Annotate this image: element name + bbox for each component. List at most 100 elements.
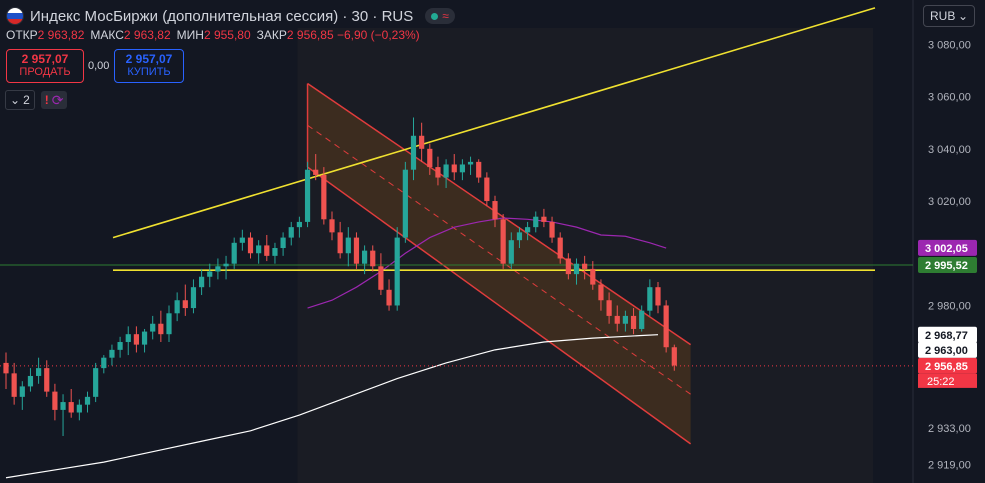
candle-body: [288, 227, 294, 238]
sell-label: ПРОДАТЬ: [19, 66, 71, 78]
candle-body: [117, 342, 123, 350]
candle-body: [133, 334, 139, 345]
y-tick-label: 2 919,00: [928, 460, 971, 472]
candle-body: [467, 161, 474, 165]
candle-body: [557, 237, 563, 259]
candle-body: [533, 216, 539, 228]
candle-body: [11, 373, 17, 397]
candle-body: [256, 245, 262, 254]
y-tick-label: 3 020,00: [928, 196, 971, 208]
candle-body: [419, 135, 425, 149]
high-label: МАКС: [90, 28, 124, 42]
candle-body: [647, 287, 653, 311]
price-label-bg: [918, 256, 977, 273]
candle-body: [84, 396, 91, 405]
y-tick-label: 2 933,00: [928, 423, 971, 435]
y-tick-label: 2 980,00: [928, 300, 971, 312]
candle-body: [93, 368, 99, 397]
candle-body: [272, 248, 278, 256]
candle-body: [247, 237, 254, 254]
low-value: 2 955,80: [203, 28, 251, 42]
candle-body: [239, 237, 245, 243]
candle-body: [402, 169, 408, 238]
low-label: МИН: [176, 28, 204, 42]
candle-body: [264, 245, 270, 256]
candle-body: [174, 300, 180, 314]
candle-body: [476, 161, 482, 178]
candle-body: [370, 250, 376, 267]
sell-button[interactable]: 2 957,07 ПРОДАТЬ: [6, 49, 84, 83]
candle-body: [451, 164, 457, 173]
candle-body: [313, 169, 319, 175]
candle-body: [190, 287, 197, 309]
symbol-title[interactable]: Индекс МосБиржи (дополнительная сессия) …: [30, 7, 414, 25]
price-label-bg: [918, 326, 977, 343]
candle-body: [125, 334, 131, 343]
candle-body: [386, 289, 392, 306]
indicator-count: 2: [23, 93, 30, 107]
candle-body: [166, 313, 172, 335]
candle-body: [280, 237, 286, 249]
candle-body: [582, 263, 588, 269]
candle-body: [223, 263, 229, 267]
price-label-bg: [918, 357, 977, 374]
candle-body: [19, 386, 25, 397]
candle-body: [321, 174, 327, 220]
trendline-upper: [112, 7, 876, 239]
price-label: 2 956,85: [925, 361, 968, 373]
candle-body: [199, 276, 205, 288]
candle-body: [52, 391, 58, 410]
candle-body: [639, 310, 645, 329]
candle-body: [427, 148, 433, 168]
candle-body: [296, 221, 302, 228]
candle-body: [435, 167, 441, 178]
indicator-status[interactable]: ! ⟳: [40, 91, 68, 109]
candle-body: [182, 300, 188, 309]
indicators-toggle[interactable]: ⌄ 2: [5, 90, 35, 110]
candle-body: [622, 315, 628, 324]
candle-body: [606, 300, 612, 316]
candle-body: [663, 305, 669, 348]
candle-body: [508, 240, 514, 264]
close-label: ЗАКР: [256, 28, 287, 42]
candle-body: [614, 315, 620, 324]
candle-body: [44, 368, 50, 392]
buy-button[interactable]: 2 957,07 КУПИТЬ: [114, 49, 184, 83]
candle-body: [3, 362, 9, 374]
moving-average-purple: [307, 217, 667, 309]
candle-body: [541, 216, 547, 222]
candle-body: [36, 368, 42, 376]
buy-price: 2 957,07: [125, 52, 173, 66]
channel-mid-line: [307, 124, 691, 395]
candle-body: [101, 357, 107, 369]
market-open-icon: [431, 12, 439, 20]
russia-flag-icon: [6, 7, 24, 25]
price-label: 2 995,52: [925, 260, 968, 272]
candle-body: [345, 237, 351, 254]
candle-body: [60, 402, 66, 410]
close-value: 2 956,85 −6,90 (−0,23%): [286, 28, 420, 42]
sync-icon: ⟳: [51, 91, 64, 108]
high-value: 2 963,82: [123, 28, 171, 42]
price-label: 2 963,00: [925, 345, 968, 357]
candle-body: [655, 287, 661, 306]
candle-body: [443, 164, 449, 178]
symbol-header[interactable]: Индекс МосБиржи (дополнительная сессия) …: [6, 6, 455, 26]
currency-select[interactable]: RUB ⌄: [923, 5, 975, 27]
price-label-bg: [918, 341, 977, 358]
sell-price: 2 957,07: [21, 52, 69, 66]
candle-body: [484, 177, 490, 202]
candle-body: [459, 164, 465, 173]
candle-body: [141, 331, 148, 345]
price-label: 2 968,77: [925, 330, 968, 342]
open-value: 2 963,82: [37, 28, 85, 42]
channel-lower-line: [307, 166, 692, 445]
market-status-pill[interactable]: ≈: [425, 8, 455, 24]
candle-body: [525, 227, 531, 233]
countdown-label: 25:22: [927, 376, 955, 388]
candle-body: [362, 250, 368, 264]
candle-body: [630, 315, 637, 329]
countdown-bg: [918, 373, 977, 388]
indicator-controls: ⌄ 2 ! ⟳: [5, 90, 68, 110]
